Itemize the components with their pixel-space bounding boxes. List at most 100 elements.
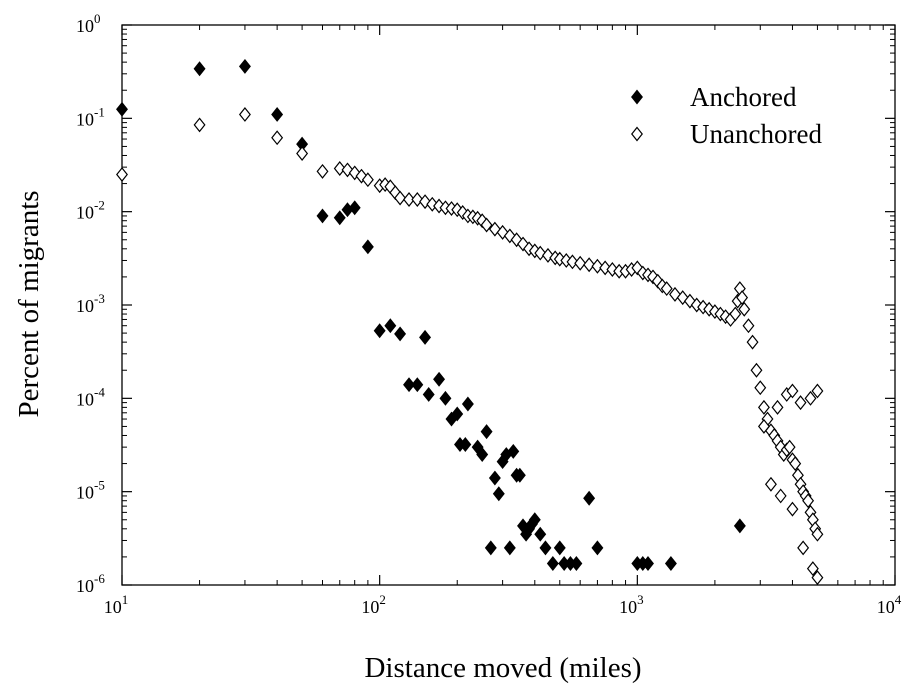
anchored-point (461, 396, 474, 412)
y-tick-label: 10-1 (76, 104, 105, 129)
unanchored-point (811, 383, 824, 399)
x-tick-label: 104 (877, 592, 902, 617)
unanchored-point (797, 540, 810, 556)
anchored-point (403, 377, 415, 393)
anchored-point (484, 540, 497, 556)
anchored-point (480, 424, 493, 440)
unanchored-point (697, 299, 710, 315)
y-tick-label: 10-4 (76, 384, 105, 409)
unanchored-point (606, 262, 619, 277)
anchored-point (534, 526, 547, 542)
series-unanchored (116, 107, 824, 586)
anchored-point (513, 467, 526, 483)
unanchored-point (660, 281, 673, 297)
anchored-point (664, 556, 677, 571)
anchored-point (384, 318, 397, 334)
y-axis-title: Percent of migrants (13, 190, 45, 417)
unanchored-point (774, 488, 787, 504)
unanchored-point (426, 196, 439, 212)
unanchored-point (738, 301, 751, 317)
anchored-point (422, 387, 435, 402)
unanchored-point (783, 439, 796, 455)
unanchored-point (736, 290, 749, 306)
unanchored-point (789, 456, 802, 472)
unanchored-point (238, 107, 251, 122)
anchored-point (642, 556, 654, 571)
unanchored-point (742, 318, 755, 334)
legend-anchored-marker (631, 89, 643, 105)
legend-label-unanchored: Unanchored (690, 119, 822, 149)
unanchored-point (811, 570, 824, 586)
unanchored-point (771, 399, 784, 415)
anchored-point (433, 371, 446, 387)
unanchored-point (476, 213, 489, 229)
anchored-point (238, 58, 251, 74)
anchored-point (507, 443, 520, 459)
anchored-point (488, 470, 501, 486)
unanchored-point (271, 130, 284, 146)
y-tick-label: 10-3 (76, 291, 105, 316)
anchored-point (733, 518, 746, 534)
anchored-point (583, 490, 596, 506)
x-tick-label: 101 (104, 592, 129, 617)
unanchored-point (729, 306, 742, 322)
unanchored-point (806, 561, 819, 577)
anchored-point (451, 406, 464, 422)
unanchored-point (574, 255, 587, 271)
unanchored-point (116, 167, 128, 182)
x-axis-title: Distance moved (miles) (364, 652, 641, 684)
unanchored-point (676, 290, 689, 306)
anchored-point (539, 540, 552, 556)
unanchored-point (394, 190, 407, 206)
anchored-point (316, 208, 329, 224)
unanchored-point (683, 293, 696, 309)
unanchored-point (411, 192, 424, 207)
unanchored-point (510, 232, 523, 248)
unanchored-point (193, 117, 206, 133)
unanchored-point (316, 163, 329, 179)
anchored-point (333, 210, 346, 226)
anchored-point (591, 540, 604, 556)
y-tick-label: 10-2 (76, 198, 105, 223)
unanchored-point (583, 257, 596, 273)
anchored-point (476, 447, 489, 462)
unanchored-point (333, 161, 346, 176)
anchored-point (528, 512, 541, 528)
unanchored-point (480, 217, 493, 233)
anchored-point (459, 437, 472, 452)
anchored-point (546, 556, 559, 571)
unanchored-point (786, 501, 799, 517)
anchored-point (394, 326, 407, 342)
unanchored-point (599, 260, 612, 276)
unanchored-point (750, 362, 763, 378)
anchored-point (553, 540, 566, 556)
anchored-point (492, 486, 505, 502)
unanchored-point (794, 395, 807, 411)
anchored-point (419, 329, 432, 345)
unanchored-point (433, 198, 446, 214)
series-anchored (116, 58, 746, 571)
y-tick-label: 100 (76, 11, 101, 36)
unanchored-point (591, 258, 604, 274)
anchored-point (373, 323, 386, 339)
x-tick-label: 102 (361, 592, 386, 617)
y-tick-label: 10-6 (76, 571, 105, 596)
anchored-point (411, 377, 424, 393)
anchored-point (348, 200, 361, 216)
legend-label-anchored: Anchored (690, 82, 797, 112)
unanchored-point (746, 334, 759, 350)
legend-unanchored-marker (631, 126, 643, 142)
unanchored-point (757, 418, 770, 434)
unanchored-point (754, 380, 767, 396)
unanchored-point (804, 390, 817, 406)
unanchored-point (669, 286, 681, 302)
anchored-point (193, 61, 206, 77)
unanchored-point (566, 254, 579, 270)
anchored-point (361, 239, 374, 255)
anchored-point (271, 107, 284, 122)
unanchored-point (419, 194, 432, 210)
y-tick-label: 10-5 (76, 478, 105, 503)
unanchored-point (786, 383, 799, 399)
